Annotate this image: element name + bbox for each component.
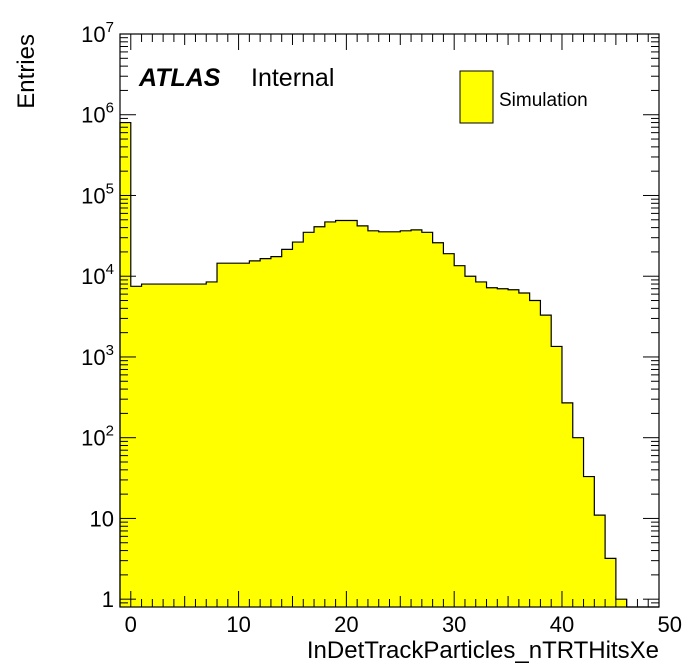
histogram-bar: [572, 437, 584, 607]
legend-label: Simulation: [499, 90, 588, 111]
internal-label: Internal: [251, 64, 334, 92]
x-axis-title: InDetTrackParticles_nTRTHitsXe: [307, 637, 659, 664]
histogram-bar: [378, 231, 390, 607]
histogram-bar: [389, 231, 401, 607]
histogram-bar: [475, 281, 487, 607]
histogram-bar: [367, 230, 380, 608]
y-tick-label: 102: [81, 423, 114, 451]
histogram-bar: [583, 476, 595, 607]
histogram-bar: [249, 260, 261, 607]
histogram-bar: [324, 221, 336, 607]
y-tick-label: 104: [81, 261, 114, 289]
x-tick-label: 30: [442, 612, 466, 637]
x-tick-label: 50: [658, 612, 682, 637]
histogram-bars: [120, 122, 627, 608]
histogram-bar: [260, 258, 272, 607]
histogram-bar: [346, 220, 358, 607]
histogram-bar: [497, 288, 509, 607]
histogram-bar: [605, 558, 617, 607]
histogram-bar: [141, 284, 153, 607]
histogram-bar: [529, 300, 541, 607]
histogram-bar: [152, 284, 164, 607]
histogram-bar: [432, 242, 444, 607]
histogram-bar: [238, 263, 250, 607]
histogram-bar: [540, 315, 552, 607]
histogram-bar: [173, 284, 185, 607]
histogram-bar: [206, 281, 218, 607]
y-tick-label: 106: [81, 100, 114, 128]
atlas-label: ATLAS: [138, 64, 221, 92]
histogram-bar: [184, 284, 196, 607]
histogram-outline: [119, 121, 659, 608]
histogram-bar: [400, 230, 412, 608]
histogram-bar: [411, 229, 423, 608]
x-tick-label: 10: [226, 612, 250, 637]
histogram-bar: [454, 265, 466, 607]
y-tick-label: 1: [102, 587, 114, 612]
histogram-bar: [130, 286, 142, 607]
histogram-bar: [357, 225, 369, 607]
histogram-bar: [314, 226, 326, 607]
histogram-bar: [518, 292, 530, 607]
histogram-bar: [615, 599, 627, 607]
histogram-bar: [464, 276, 477, 607]
histogram-bar: [508, 289, 520, 607]
y-tick-label: 105: [81, 180, 114, 208]
y-tick-label: 103: [81, 342, 114, 370]
histogram-bar: [227, 263, 239, 607]
histogram-bar: [217, 263, 229, 607]
y-tick-label: 10: [90, 506, 114, 531]
histogram-bar: [281, 249, 293, 607]
histogram-bar: [303, 232, 315, 607]
x-tick-label: 40: [550, 612, 574, 637]
y-tick-label: 107: [81, 19, 114, 47]
histogram-bar: [561, 402, 574, 607]
histogram-bar: [292, 242, 304, 608]
histogram-bar: [486, 287, 498, 607]
histogram-bar: [443, 253, 455, 607]
x-axis-ticks: 0 10 20 30 40 50: [119, 34, 682, 637]
histogram-bar: [594, 515, 606, 607]
histogram-bar: [163, 284, 175, 607]
y-axis-title: Entries: [13, 34, 40, 109]
histogram-bar: [195, 284, 207, 607]
histogram-bar: [551, 346, 563, 607]
histogram-bar: [421, 232, 433, 607]
x-tick-label: 0: [125, 612, 137, 637]
histogram-bar: [335, 220, 347, 607]
y-axis-ticks: 1 10 102 103 104 105 106 107: [81, 19, 659, 612]
legend-swatch: [459, 70, 494, 124]
histogram-bar: [270, 256, 282, 607]
x-tick-label: 20: [334, 612, 358, 637]
